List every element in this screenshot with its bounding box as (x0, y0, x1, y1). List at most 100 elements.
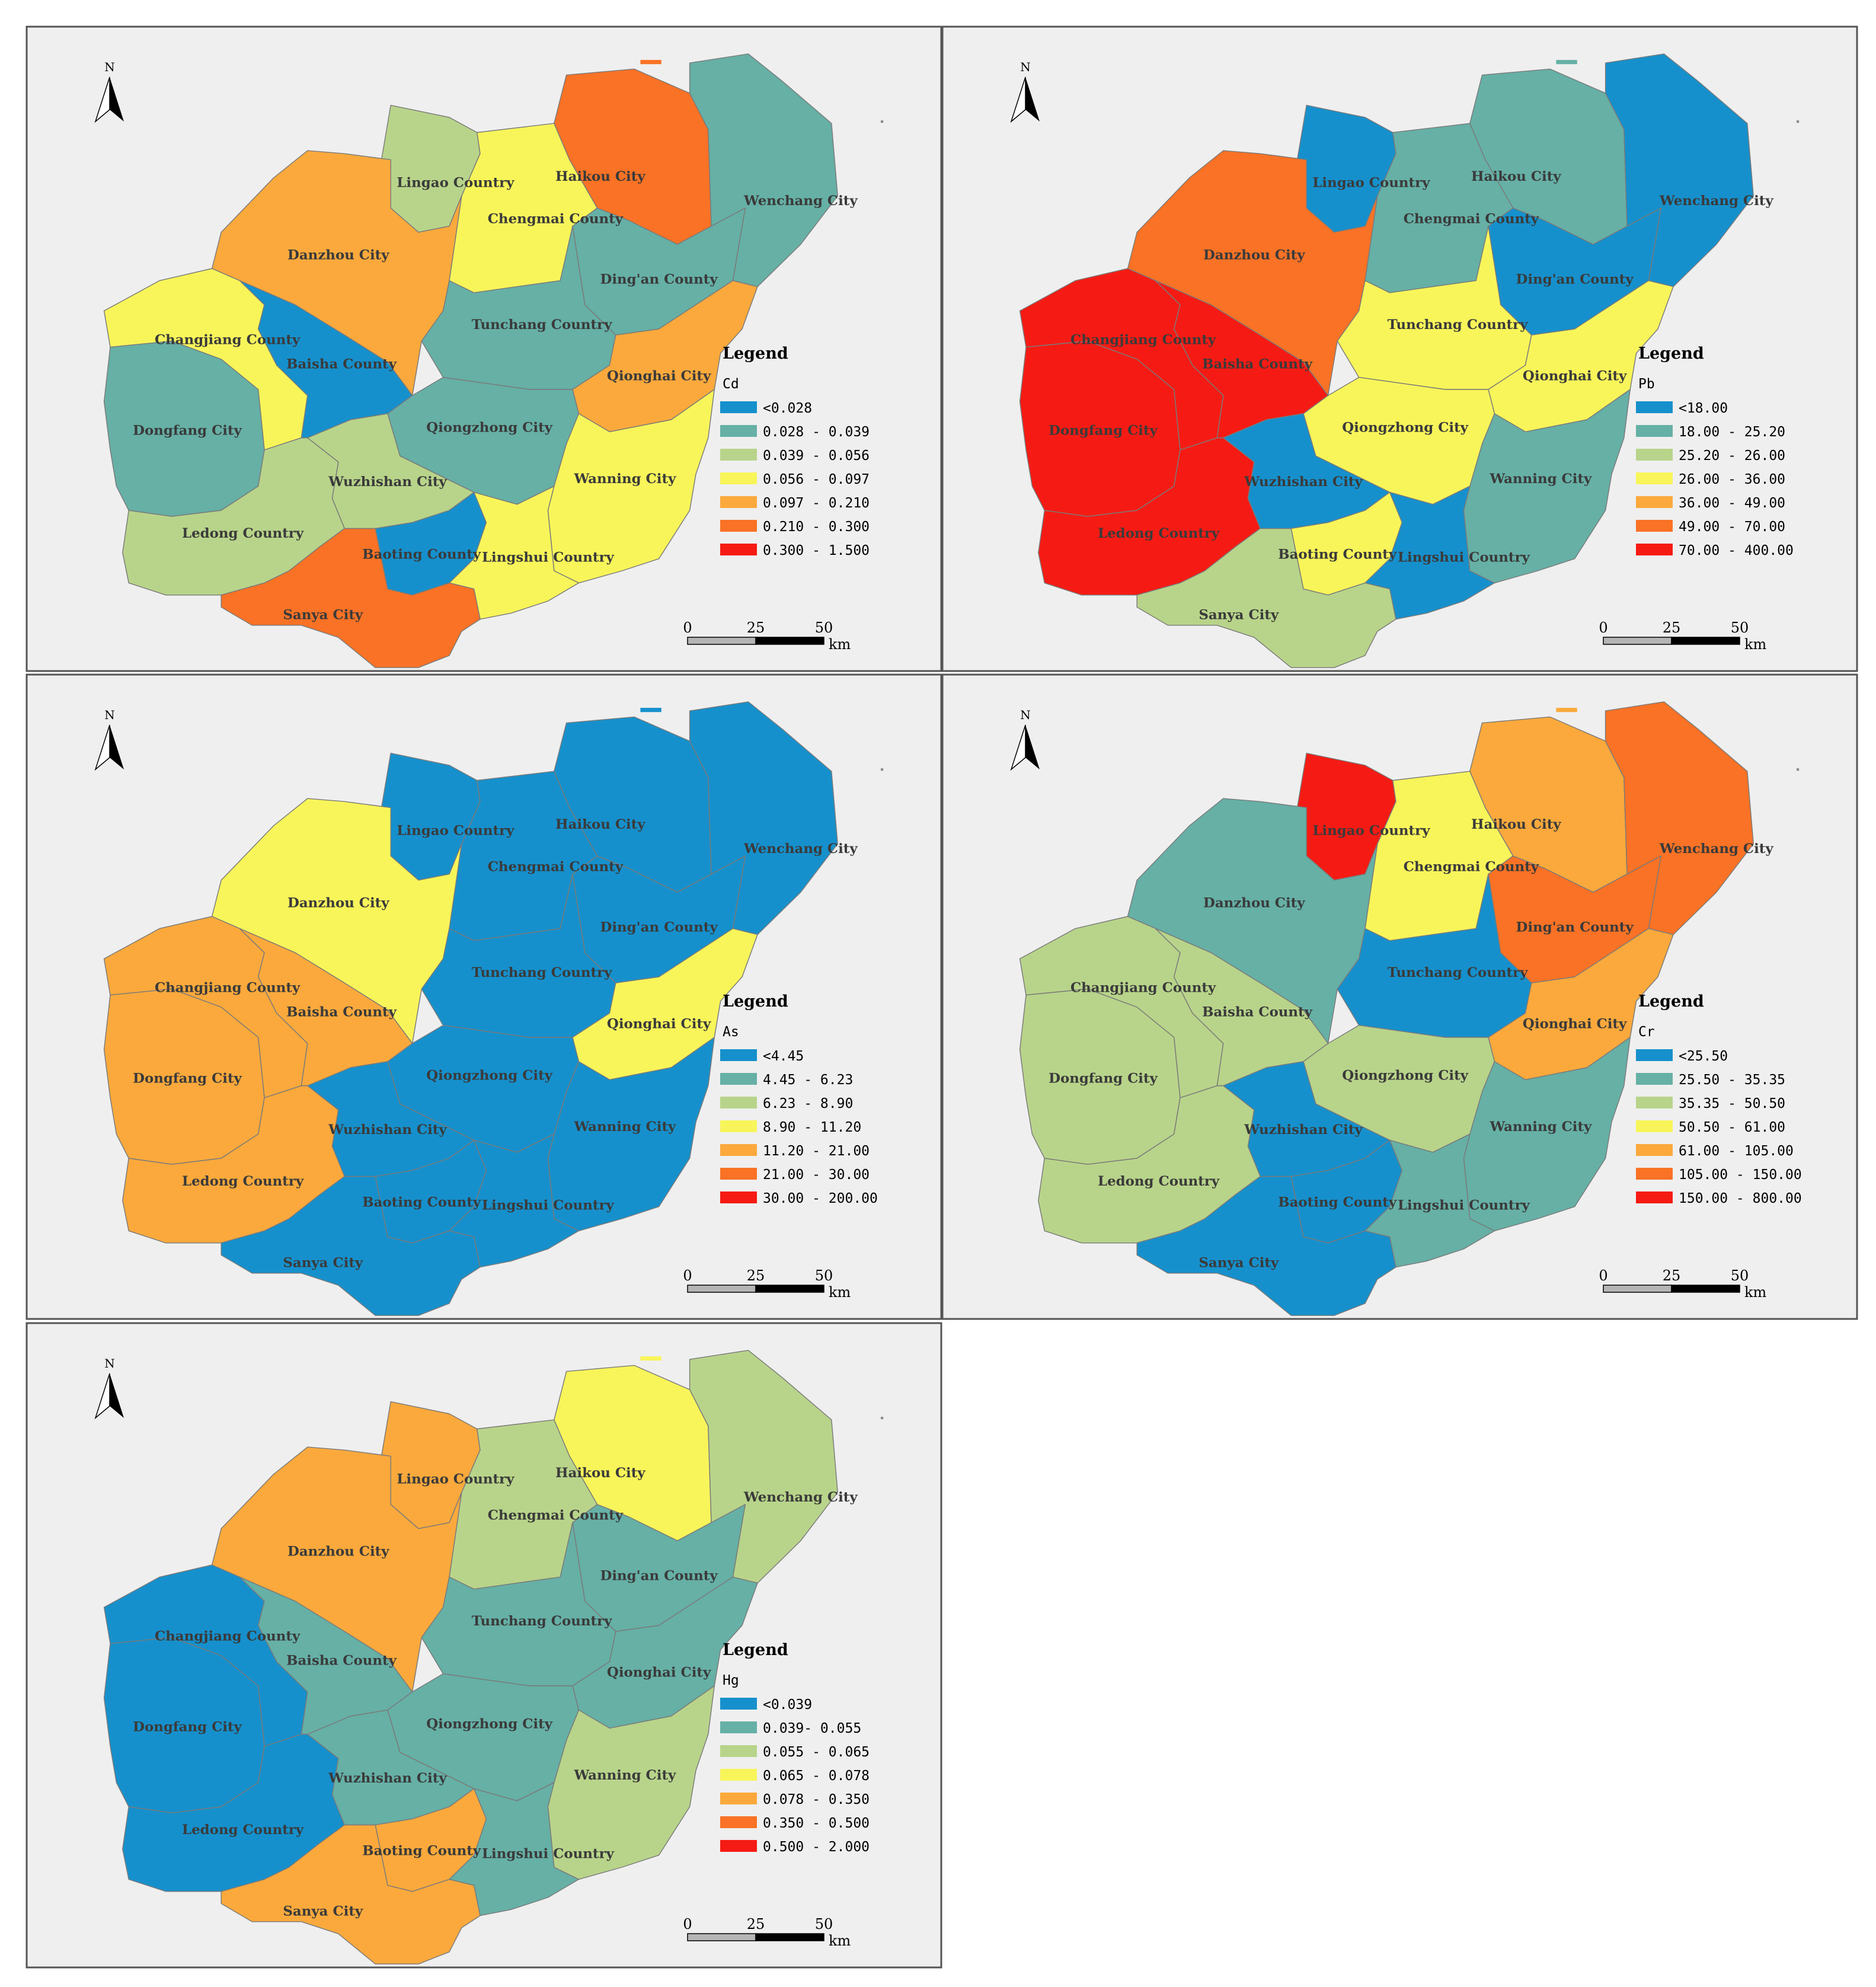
scale-tick-label: 50 (1731, 619, 1749, 636)
region-label-wenchang-city: Wenchang City (743, 841, 858, 857)
region-sanya-city (220, 1175, 481, 1316)
scale-segment (687, 1933, 756, 1941)
scale-tick-label: 0 (1599, 619, 1607, 636)
islet (881, 1417, 884, 1420)
scale-tick-label: 50 (1731, 1267, 1749, 1284)
region-ledong-country (122, 1085, 345, 1244)
region-label-qiongzhong-city: Qiongzhong City (1342, 420, 1469, 436)
region-label-baisha-county: Baisha County (286, 356, 397, 372)
legend-swatch (720, 1698, 757, 1710)
scale-segment (687, 1285, 756, 1293)
north-arrow-icon: N (1010, 60, 1040, 123)
legend-swatch (720, 1097, 757, 1108)
scale-unit: km (829, 636, 851, 653)
region-label-ding-an-county: Ding'an County (600, 1568, 718, 1584)
region-label-wenchang-city: Wenchang City (1659, 193, 1774, 209)
region-wanning-city (547, 1685, 715, 1880)
region-label-haikou-city: Haikou City (1471, 817, 1561, 832)
island-map: Lingao Country Haikou City Wenchang City Ch… (1019, 701, 1800, 1316)
scale-tick-label: 0 (1599, 1267, 1607, 1284)
island-map: Lingao Country Haikou City Wenchang City Ch… (1019, 53, 1800, 668)
legend-swatch (1636, 1049, 1673, 1061)
region-label-tunchang-country: Tunchang Country (472, 965, 613, 980)
region-label-tunchang-country: Tunchang Country (472, 1614, 613, 1629)
islet (640, 708, 661, 713)
region-label-ledong-country: Ledong Country (182, 1822, 304, 1838)
region-label-wuzhishan-city: Wuzhishan City (1244, 474, 1363, 490)
scale-unit: km (829, 1284, 851, 1301)
legend-class-label: 26.00 - 36.00 (1679, 472, 1785, 487)
legend-swatch (1636, 449, 1673, 461)
map-panel-pb: Lingao Country Haikou City Wenchang City Ch… (941, 25, 1858, 672)
region-label-wanning-city: Wanning City (1489, 1119, 1592, 1135)
region-label-ding-an-county: Ding'an County (600, 272, 718, 287)
region-label-wanning-city: Wanning City (573, 1768, 676, 1783)
map-panel-as: Lingao Country Haikou City Wenchang City Ch… (25, 673, 942, 1320)
legend-swatch (1636, 1073, 1673, 1085)
region-wanning-city (1463, 1037, 1631, 1232)
legend-class-label: 25.20 - 26.00 (1679, 448, 1785, 464)
islet (881, 120, 884, 123)
region-label-qiongzhong-city: Qiongzhong City (1342, 1068, 1469, 1084)
legend-class-label: 0.039- 0.055 (763, 1721, 861, 1736)
region-ledong-country (1038, 1085, 1261, 1244)
region-label-qionghai-city: Qionghai City (607, 1665, 711, 1681)
region-ledong-country (1038, 437, 1261, 596)
region-label-danzhou-city: Danzhou City (287, 248, 389, 263)
legend-swatch (1636, 1168, 1673, 1180)
region-label-ding-an-county: Ding'an County (600, 920, 718, 935)
legend: Legend Cr <25.50 25.50 - 35.35 35.35 - 50.50… (1636, 992, 1802, 1206)
region-label-changjiang-county: Changjiang County (155, 333, 301, 348)
legend-title: Legend (723, 344, 788, 363)
islet (640, 60, 661, 65)
legend-element: Pb (1638, 376, 1655, 392)
legend-swatch (720, 1745, 757, 1757)
region-label-tunchang-country: Tunchang Country (1388, 965, 1529, 980)
legend-class-label: 0.028 - 0.039 (763, 424, 870, 440)
region-label-qionghai-city: Qionghai City (607, 369, 711, 384)
legend-class-label: 6.23 - 8.90 (763, 1096, 853, 1111)
legend-swatch (720, 1073, 757, 1085)
legend-class-label: <25.50 (1679, 1049, 1728, 1064)
scale-segment (755, 1933, 824, 1941)
region-label-wanning-city: Wanning City (1489, 471, 1592, 487)
region-label-lingao-country: Lingao Country (1312, 823, 1430, 838)
legend-class-label: <0.028 (763, 401, 812, 416)
scale-segment (1603, 1285, 1672, 1293)
legend: Legend Pb <18.00 18.00 - 25.20 25.20 - 26.00… (1636, 344, 1794, 558)
legend-class-label: 30.00 - 200.00 (763, 1191, 878, 1206)
north-arrow-icon: N (94, 60, 124, 123)
map-panel-cr: Lingao Country Haikou City Wenchang City Ch… (941, 673, 1858, 1320)
legend-swatch (1636, 1120, 1673, 1132)
region-label-ledong-country: Ledong Country (1098, 526, 1220, 541)
region-sanya-city (220, 1824, 481, 1964)
region-label-tunchang-country: Tunchang Country (472, 317, 613, 333)
legend-swatch (720, 1049, 757, 1061)
legend-title: Legend (1638, 992, 1704, 1011)
legend-swatch (1636, 472, 1673, 484)
legend-swatch (1636, 1191, 1673, 1203)
region-wanning-city (1463, 389, 1631, 584)
region-label-changjiang-county: Changjiang County (155, 980, 301, 996)
scale-segment (755, 637, 824, 645)
scale-tick-label: 25 (1663, 1267, 1681, 1284)
region-label-lingshui-country: Lingshui Country (482, 550, 615, 566)
legend-class-label: <0.039 (763, 1697, 812, 1713)
region-label-lingao-country: Lingao Country (1312, 175, 1430, 190)
legend-swatch (720, 1769, 757, 1781)
region-label-baisha-county: Baisha County (286, 1004, 397, 1020)
legend-class-label: 0.350 - 0.500 (763, 1816, 870, 1831)
legend-class-label: 25.50 - 35.35 (1679, 1072, 1785, 1088)
legend-swatch (720, 472, 757, 484)
legend-swatch (1636, 1144, 1673, 1156)
region-lingshui-country (449, 1782, 580, 1916)
map-panel-hg: Lingao Country Haikou City Wenchang City Ch… (25, 1322, 942, 1969)
legend-title: Legend (723, 992, 788, 1011)
legend-class-label: <4.45 (763, 1049, 804, 1064)
region-label-sanya-city: Sanya City (1199, 1256, 1279, 1271)
region-label-sanya-city: Sanya City (283, 608, 363, 623)
region-wanning-city (547, 389, 715, 584)
region-label-baisha-county: Baisha County (1202, 356, 1313, 372)
